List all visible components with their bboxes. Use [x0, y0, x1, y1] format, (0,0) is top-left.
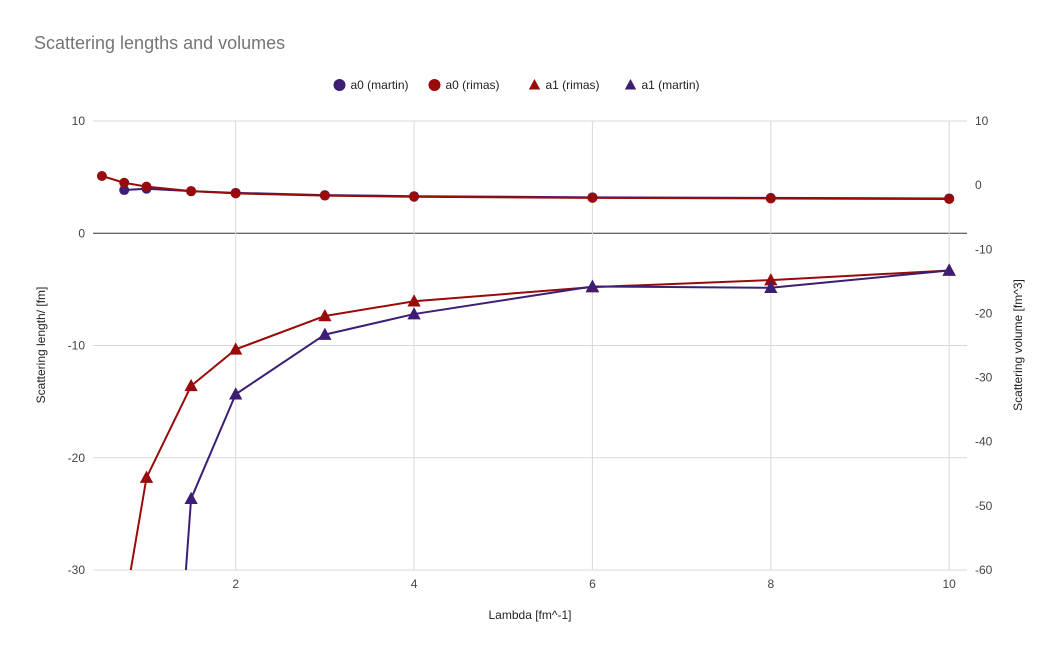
data-point: [409, 191, 420, 202]
legend-label: a1 (martin): [642, 78, 700, 92]
markers: [96, 171, 956, 505]
data-point: [407, 307, 421, 320]
data-point: [407, 294, 421, 307]
legend-item[interactable]: a1 (rimas): [528, 78, 600, 92]
data-point: [319, 190, 330, 201]
y2-axis-label: Scattering volume [fm^3]: [1011, 279, 1025, 411]
axes: -30 -20 -10 0 10 2 4 6 8 10 -60 -50 -40 -30 -20 -10 0 10: [68, 114, 993, 591]
x-tick-label: 4: [411, 577, 418, 591]
series-line-1: [101, 175, 950, 201]
data-point: [119, 185, 130, 196]
data-point: [139, 470, 154, 483]
y2-tick-label: -30: [975, 371, 993, 385]
series: [101, 175, 950, 570]
y-axis-label: Scattering length/ [fm]: [34, 287, 48, 404]
y-tick-label: -10: [68, 339, 86, 353]
grid: [93, 120, 967, 571]
legend-triangle-icon: [528, 79, 541, 90]
data-point: [318, 327, 332, 340]
x-tick-label: 8: [767, 577, 774, 591]
legend-circle-icon: [333, 79, 346, 91]
data-point: [141, 181, 152, 192]
data-point: [184, 378, 198, 392]
legend-item[interactable]: a0 (martin): [333, 78, 409, 92]
data-point: [764, 280, 778, 294]
chart-title: Scattering lengths and volumes: [34, 33, 286, 53]
data-point: [318, 308, 332, 322]
x-tick-label: 10: [942, 577, 956, 591]
data-point: [587, 192, 598, 203]
y2-tick-label: -40: [975, 435, 993, 449]
data-point: [765, 193, 776, 204]
y-tick-label: 10: [72, 114, 86, 128]
y-tick-label: 0: [78, 226, 85, 240]
x-axis-label: Lambda [fm^-1]: [489, 608, 572, 622]
legend-triangle-icon: [624, 79, 637, 90]
legend-item[interactable]: a1 (martin): [624, 78, 700, 92]
y2-tick-label: -10: [975, 242, 993, 256]
data-point: [944, 194, 955, 205]
x-tick-label: 2: [232, 577, 239, 591]
series-line-3: [184, 269, 950, 570]
y2-tick-label: 10: [975, 114, 989, 128]
legend-circle-icon: [428, 79, 441, 91]
y-tick-label: -20: [68, 451, 86, 465]
legend-item[interactable]: a0 (rimas): [428, 78, 500, 92]
y2-tick-label: 0: [975, 178, 982, 192]
data-point: [230, 188, 241, 199]
legend-label: a1 (rimas): [546, 78, 600, 92]
legend[interactable]: a0 (martin) a0 (rimas) a1 (rimas) a1 (marti…: [333, 78, 700, 92]
series-line-2: [129, 269, 950, 570]
y2-tick-label: -20: [975, 306, 993, 320]
legend-label: a0 (martin): [351, 78, 409, 92]
data-point: [229, 342, 243, 355]
data-point: [764, 273, 778, 286]
data-point: [119, 177, 130, 188]
y2-tick-label: -60: [975, 563, 993, 577]
y-tick-label: -30: [68, 563, 86, 577]
legend-label: a0 (rimas): [446, 78, 500, 92]
data-point: [184, 491, 198, 505]
x-tick-label: 6: [589, 577, 596, 591]
data-point: [229, 387, 243, 400]
data-point: [585, 279, 600, 292]
data-point: [186, 186, 197, 197]
data-point: [942, 263, 956, 276]
y2-tick-label: -50: [975, 499, 993, 513]
data-point: [96, 171, 107, 182]
